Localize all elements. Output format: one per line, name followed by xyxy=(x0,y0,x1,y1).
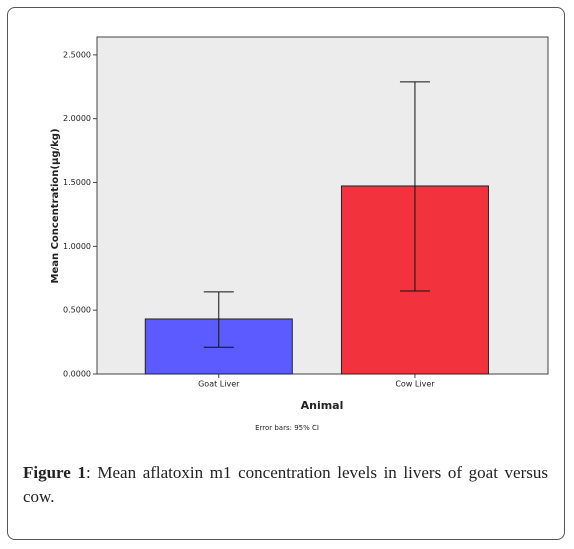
y-tick-label: 2.5000 xyxy=(63,50,91,59)
y-tick-label: 1.5000 xyxy=(63,178,91,187)
x-axis-label: Animal xyxy=(301,399,344,412)
y-axis-label: Mean Concentration(µg/kg) xyxy=(50,128,61,283)
y-tick-label: 0.0000 xyxy=(63,370,91,379)
note: Error bars: 95% CI xyxy=(255,424,319,432)
y-tick-label: 2.0000 xyxy=(63,114,91,123)
x-tick-label: Cow Liver xyxy=(395,380,435,389)
caption: Figure 1: Mean aflatoxin m1 concentratio… xyxy=(23,461,548,509)
y-tick-label: 1.0000 xyxy=(63,242,91,251)
figure-frame xyxy=(7,7,565,540)
x-tick-label: Goat Liver xyxy=(198,380,240,389)
caption-text: : Mean aflatoxin m1 concentration levels… xyxy=(23,463,548,506)
y-tick-label: 0.5000 xyxy=(63,306,91,315)
caption-label: Figure 1 xyxy=(23,463,86,482)
